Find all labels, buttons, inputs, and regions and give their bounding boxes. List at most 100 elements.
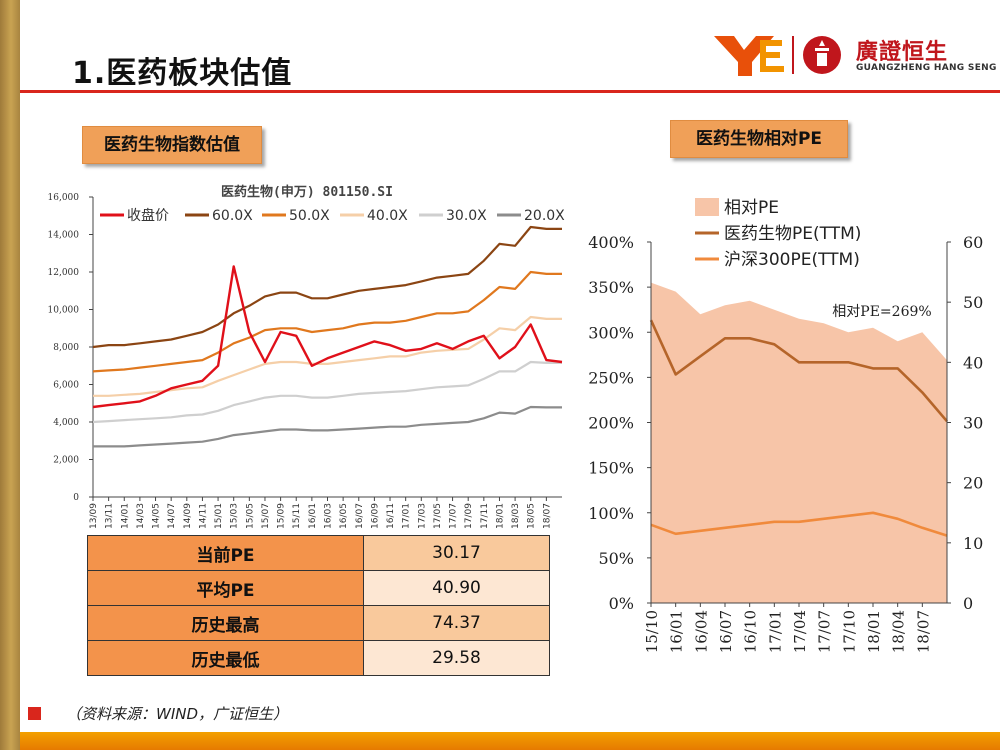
left-chart-title: 医药生物(申万) 801150.SI [221, 184, 393, 200]
brand-subtitle: GUANGZHENG HANG SENG [856, 63, 997, 73]
table-row: 历史最高 74.37 [87, 605, 550, 641]
series-line [92, 270, 562, 373]
right-x-tick-label: 17/10 [840, 610, 858, 653]
page-title: 1.医药板块估值 [72, 56, 293, 91]
left-x-tick-label: 14/01 [120, 503, 130, 529]
left-x-tick-label: 16/09 [370, 503, 380, 529]
relative-pe-area [651, 282, 947, 603]
brand-logo [714, 36, 841, 76]
legend-label: 收盘价 [127, 207, 169, 224]
left-x-tick-label: 16/07 [355, 503, 365, 529]
brand-name: 廣證恒生 [856, 40, 949, 65]
left-x-tick-label: 16/11 [386, 503, 396, 529]
left-x-tick-label: 18/03 [511, 503, 521, 529]
series-line [92, 225, 562, 349]
table-row: 平均PE 40.90 [87, 570, 550, 606]
left-y-tick-label: 12,000 [48, 268, 80, 278]
left-x-tick-label: 14/03 [136, 503, 146, 529]
left-x-tick-label: 13/11 [105, 503, 115, 529]
right-x-tick-label: 15/10 [643, 610, 661, 653]
charts-canvas: 0 2,000 4,000 6,000 8,000 10,000 12,000 14,000 1… [48, 184, 984, 653]
series-line [93, 405, 562, 448]
left-x-tick-label: 17/05 [433, 503, 443, 529]
left-x-tick-label: 17/09 [464, 503, 474, 529]
series-line [92, 265, 563, 409]
table-row: 当前PE 30.17 [87, 535, 550, 571]
left-x-tick-label: 17/07 [449, 503, 459, 529]
left-x-tick-label: 14/05 [152, 503, 162, 529]
left-x-tick-label: 15/07 [261, 503, 271, 529]
left-x-tick-label: 15/09 [277, 503, 287, 529]
left-x-tick-label: 16/05 [339, 503, 349, 529]
left-y-tick-label: 6,000 [53, 381, 79, 391]
title-rule [20, 90, 1000, 93]
left-x-tick-label: 15/05 [245, 503, 255, 529]
row-value: 30.17 [363, 535, 550, 571]
series-line [650, 511, 948, 537]
right-y-right-tick-label: 20 [963, 474, 983, 493]
row-value: 29.58 [363, 640, 550, 676]
right-y-left-tick-label: 300% [588, 323, 634, 342]
right-y-left-tick-label: 150% [588, 459, 634, 478]
legend-label: 40.0X [367, 208, 408, 224]
right-x-tick-label: 18/01 [865, 610, 883, 653]
legend-label: 沪深300PE(TTM) [724, 250, 860, 270]
right-y-left-tick-label: 0% [609, 594, 634, 613]
row-label: 当前PE [87, 535, 364, 571]
left-chart-tag: 医药生物指数估值 [82, 126, 262, 164]
legend-label: 60.0X [212, 208, 253, 224]
legend-swatch [695, 198, 719, 216]
right-y-right-tick-label: 0 [963, 594, 973, 613]
right-y-right-tick-label: 50 [963, 293, 983, 312]
right-chart-tag: 医药生物相对PE [670, 120, 848, 158]
left-x-tick-label: 16/03 [324, 503, 334, 529]
left-x-tick-label: 14/07 [167, 503, 177, 529]
table-row: 历史最低 29.58 [87, 640, 550, 676]
left-x-tick-label: 16/01 [308, 503, 318, 529]
bottom-bar [20, 732, 1000, 750]
series-line [649, 319, 948, 423]
left-y-tick-label: 10,000 [48, 306, 80, 316]
right-y-left-tick-label: 50% [598, 549, 634, 568]
relative-pe-annotation: 相对PE=269% [832, 304, 931, 320]
row-label: 历史最高 [87, 605, 364, 641]
right-x-tick-label: 17/04 [791, 610, 809, 653]
left-x-tick-label: 13/09 [89, 503, 99, 529]
row-value: 74.37 [363, 605, 550, 641]
source-marker [28, 707, 41, 720]
right-x-tick-label: 16/01 [668, 610, 686, 653]
right-y-right-tick-label: 30 [963, 414, 983, 433]
left-y-tick-label: 14,000 [48, 231, 80, 241]
left-y-tick-label: 0 [73, 493, 79, 503]
row-label: 平均PE [87, 570, 364, 606]
left-x-tick-label: 17/03 [417, 503, 427, 529]
left-y-tick-label: 2,000 [53, 456, 79, 466]
right-x-tick-label: 18/07 [914, 610, 932, 653]
series-line [93, 315, 562, 397]
left-x-tick-label: 14/11 [198, 503, 208, 529]
left-y-tick-label: 16,000 [48, 193, 80, 203]
right-y-left-tick-label: 400% [588, 233, 634, 252]
right-y-right-tick-label: 10 [963, 534, 983, 553]
series-line [92, 360, 562, 424]
left-x-tick-label: 15/03 [230, 503, 240, 529]
left-x-tick-label: 17/11 [480, 503, 490, 529]
legend-label: 20.0X [524, 208, 565, 224]
right-x-tick-label: 17/07 [816, 610, 834, 653]
row-label: 历史最低 [87, 640, 364, 676]
left-y-tick-label: 4,000 [53, 418, 79, 428]
pe-stats-table: 当前PE 30.17 平均PE 40.90 历史最高 74.37 历史最低 29… [87, 535, 550, 676]
right-x-tick-label: 16/04 [692, 610, 710, 653]
left-y-tick-label: 8,000 [53, 343, 79, 353]
left-x-tick-label: 18/07 [542, 503, 552, 529]
legend-label: 医药生物PE(TTM) [724, 224, 861, 244]
left-x-tick-label: 15/11 [292, 503, 302, 529]
right-y-right-tick-label: 60 [963, 233, 983, 252]
right-y-left-tick-label: 250% [588, 368, 634, 387]
right-x-tick-label: 16/10 [742, 610, 760, 653]
left-x-tick-label: 18/01 [495, 503, 505, 529]
left-x-tick-label: 14/09 [183, 503, 193, 529]
left-x-tick-label: 17/01 [402, 503, 412, 529]
ye-logo-icon [714, 36, 774, 76]
right-x-tick-label: 18/04 [890, 610, 908, 653]
